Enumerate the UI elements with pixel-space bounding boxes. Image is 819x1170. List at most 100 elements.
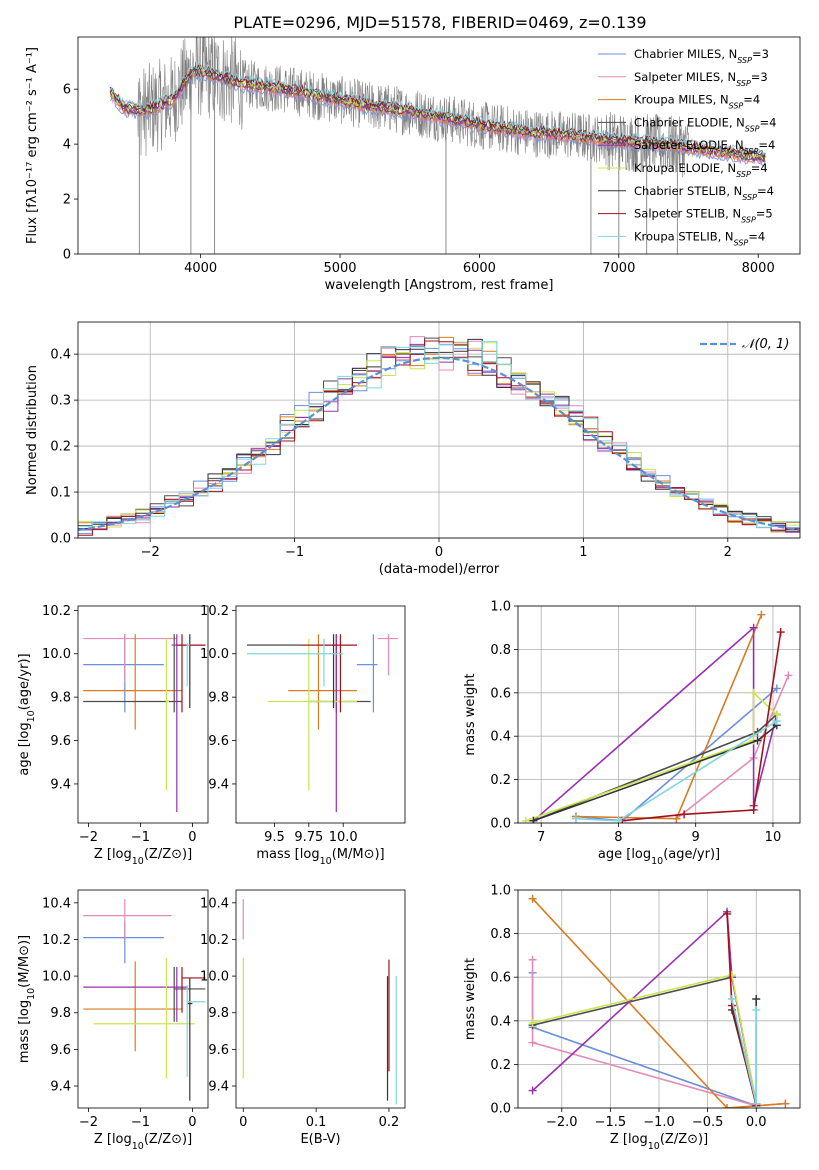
age-vs-Z-xtick-label: −1 xyxy=(131,830,150,845)
spectrum-axes: 4000 5000 6000 7000 8000 0 2 4 6 xyxy=(63,36,801,276)
weight-vs-Z-xtick-label: −1.5 xyxy=(595,1115,627,1130)
mass-vs-EBV-xtick-label: 0.2 xyxy=(379,1115,400,1130)
residuals-xtick-label: 2 xyxy=(724,545,732,560)
weight-marker xyxy=(723,909,732,918)
legend-label: Kroupa MILES, NSSP=4 xyxy=(634,93,760,111)
weight-marker xyxy=(752,1099,761,1108)
age-vs-Z-plot-area xyxy=(83,634,206,813)
spectrum-frame xyxy=(77,36,801,255)
age-vs-Z-ytick-label: 9.8 xyxy=(50,691,71,706)
mass-vs-EBV-axes: 0 0.1 0.2 9.4 9.6 9.8 10.0 10.2 10.4 xyxy=(200,889,406,1130)
legend-label: Chabrier MILES, NSSP=3 xyxy=(634,47,769,65)
weight-marker xyxy=(752,995,761,1003)
spectrum-xtick-label: 6000 xyxy=(463,261,496,276)
data-spectrum-line xyxy=(109,37,766,178)
legend-label: Chabrier STELIB, NSSP=4 xyxy=(634,184,774,202)
age-vs-Z-xtick-label: −2 xyxy=(79,830,98,845)
legend-label: Chabrier ELODIE, NSSP=4 xyxy=(634,115,776,132)
weight-vs-age-ytick-label: 0.6 xyxy=(490,686,511,701)
weight-marker xyxy=(772,684,781,693)
spectrum-ytick-label: 2 xyxy=(63,193,71,208)
weight-vs-age-axes: 7 8 9 10 0.0 0.2 0.4 0.6 0.8 1.0 xyxy=(490,600,801,845)
age-vs-mass-ytick-label: 9.4 xyxy=(208,777,229,792)
mass-vs-Z-xtick-label: −2 xyxy=(79,1115,98,1130)
weight-vs-Z-axes: −2.0 −1.5 −1.0 −0.5 0.0 0.0 0.2 0.4 0.6 0.8 1.0 xyxy=(490,884,801,1130)
weight-vs-age-xtick-label: 10 xyxy=(765,830,782,845)
spectrum-ylabel: Flux [fλ10⁻¹⁷ erg cm⁻² s⁻¹ A⁻¹] xyxy=(25,47,40,244)
mass-vs-EBV-xlabel: E(B-V) xyxy=(300,1132,340,1147)
age-vs-Z-ytick-label: 9.6 xyxy=(50,734,71,749)
weight-vs-Z-ylabel: mass weight xyxy=(463,958,478,1040)
legend-label: Salpeter MILES, NSSP=3 xyxy=(634,70,768,88)
legend-label: Salpeter ELODIE, NSSP=4 xyxy=(634,138,775,156)
weight-marker xyxy=(749,805,758,814)
spectrum-xtick-label: 7000 xyxy=(602,261,635,276)
mass-vs-Z-ytick-label: 10.0 xyxy=(42,970,71,985)
spectrum-ytick-label: 4 xyxy=(63,138,71,153)
legend-label: Kroupa STELIB, NSSP=4 xyxy=(634,229,765,247)
mass-vs-EBV-ytick-label: 10.4 xyxy=(200,896,229,911)
residual-histogram xyxy=(78,340,800,534)
age-vs-mass-xtick-label: 10.0 xyxy=(329,830,358,845)
weight-vs-Z-xlabel: Z [log10(Z/Z⊙)] xyxy=(610,1132,708,1152)
weight-series-line xyxy=(622,631,782,822)
weight-vs-age-plot-area xyxy=(521,610,793,823)
weight-vs-age-ytick-label: 0.8 xyxy=(490,643,511,658)
weight-marker xyxy=(680,810,689,819)
weight-marker xyxy=(781,1099,790,1108)
weight-vs-age-frame xyxy=(517,605,801,824)
weight-vs-age-xtick-label: 7 xyxy=(537,830,545,845)
mass-vs-Z-plot-area xyxy=(83,899,206,1101)
weight-marker xyxy=(727,995,736,1003)
age-vs-Z-xtick-label: 0 xyxy=(188,830,196,845)
age-vs-mass-xtick-label: 9.5 xyxy=(264,830,285,845)
residuals-axes: −2 −1 0 1 2 0.0 0.1 0.2 0.3 0.4 xyxy=(50,321,801,560)
age-vs-mass-ytick-label: 10.2 xyxy=(200,604,229,619)
weight-marker xyxy=(672,814,681,823)
weight-series-line xyxy=(575,687,778,822)
weight-vs-Z-ytick-label: 0.0 xyxy=(490,1102,511,1117)
weight-series-line xyxy=(531,972,757,1107)
mass-vs-Z-ylabel: mass [log10(M/M⊙)] xyxy=(17,935,37,1063)
weight-series-line xyxy=(525,690,778,822)
weight-vs-Z-ytick-label: 0.8 xyxy=(490,927,511,942)
mass-vs-EBV-ytick-label: 10.2 xyxy=(200,933,229,948)
residuals-ytick-label: 0.1 xyxy=(50,486,71,501)
mass-vs-EBV-xtick-label: 0.1 xyxy=(306,1115,327,1130)
spectrum-xtick-label: 8000 xyxy=(742,261,775,276)
residual-histogram xyxy=(78,340,800,536)
age-vs-mass-axes: 9.5 9.75 10.0 9.4 9.6 9.8 10.0 10.2 xyxy=(200,604,406,845)
residuals-ytick-label: 0.2 xyxy=(50,440,71,455)
mass-vs-EBV-ytick-label: 9.4 xyxy=(208,1080,229,1095)
weight-vs-age-ytick-label: 0.0 xyxy=(490,817,511,832)
spectrum-xtick-label: 4000 xyxy=(184,261,217,276)
residuals-xtick-label: 0 xyxy=(435,545,443,560)
weight-vs-Z-ytick-label: 0.6 xyxy=(490,971,511,986)
age-vs-Z-axes: −2 −1 0 9.4 9.6 9.8 10.0 10.2 xyxy=(42,604,209,845)
mass-vs-Z-ytick-label: 9.6 xyxy=(50,1043,71,1058)
weight-vs-Z-xtick-label: −0.5 xyxy=(692,1115,724,1130)
weight-marker xyxy=(528,955,537,964)
weight-vs-age-ytick-label: 1.0 xyxy=(490,600,511,615)
mass-vs-Z-xlabel: Z [log10(Z/Z⊙)] xyxy=(94,1132,192,1152)
weight-marker xyxy=(723,1104,732,1108)
age-vs-mass-ytick-label: 10.0 xyxy=(200,647,229,662)
mass-vs-Z-xtick-label: 0 xyxy=(188,1115,196,1130)
weight-marker xyxy=(571,814,580,823)
spectrum-xlabel: wavelength [Angstrom, rest frame] xyxy=(325,278,554,293)
residuals-xtick-label: −2 xyxy=(141,545,160,560)
spectrum-ytick-label: 6 xyxy=(63,83,71,98)
weight-marker xyxy=(776,628,785,637)
normal-curve xyxy=(78,356,800,532)
age-vs-mass-ytick-label: 9.8 xyxy=(208,691,229,706)
residuals-ytick-label: 0.3 xyxy=(50,394,71,409)
age-vs-mass-frame xyxy=(235,605,406,824)
weight-marker xyxy=(749,623,758,632)
weight-vs-Z-xtick-label: −1.0 xyxy=(643,1115,675,1130)
mass-vs-Z-axes: −2 −1 0 9.4 9.6 9.8 10.0 10.2 10.4 xyxy=(42,889,209,1130)
spectrum-ytick-label: 0 xyxy=(63,248,71,263)
mass-vs-EBV-plot-area xyxy=(242,899,397,1105)
mass-vs-EBV-ytick-label: 9.6 xyxy=(208,1043,229,1058)
weight-vs-age-xtick-label: 8 xyxy=(614,830,622,845)
